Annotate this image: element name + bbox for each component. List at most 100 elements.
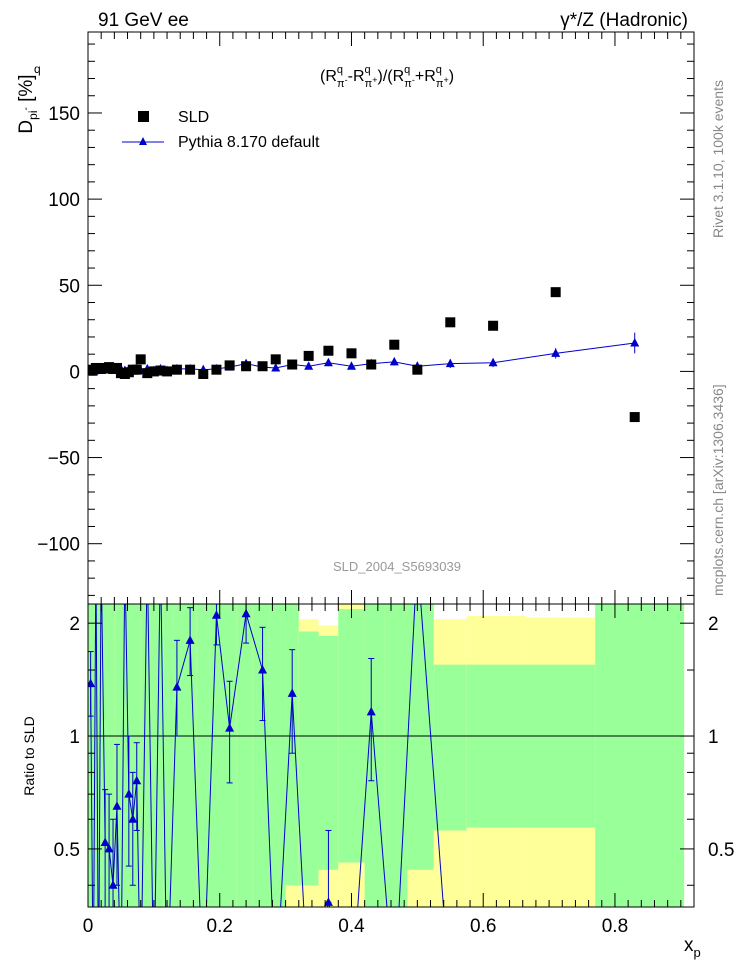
pythia-point: [389, 356, 399, 366]
sld-point: [346, 348, 357, 359]
sld-point: [142, 368, 153, 379]
sld-point: [270, 354, 281, 365]
main-panel: −100 −50 0 50 100 150: [37, 31, 695, 605]
ratio-point: [225, 723, 235, 732]
uncertainty-band-green: [526, 664, 596, 828]
uncertainty-band-green: [595, 604, 685, 907]
uncertainty-band-green: [466, 664, 527, 828]
legend: SLD Pythia 8.170 default: [122, 109, 320, 151]
ratio-point: [258, 665, 268, 674]
sld-point: [323, 345, 334, 356]
ratio-point: [108, 880, 118, 889]
svg-text:Dpi- [%]: Dpi- [%]: [16, 74, 40, 133]
y-tick-label: −50: [48, 449, 80, 470]
ratio-xlabel: xp: [684, 935, 701, 960]
uncertainty-band-green: [173, 604, 184, 907]
mcplots-label: mcplots.cern.ch [arXiv:1306.3436]: [710, 384, 726, 596]
ratio-point: [128, 814, 138, 823]
ratio-point: [287, 688, 297, 697]
rivet-label: Rivet 3.1.10, 100k events: [710, 80, 726, 238]
ratio-y-tick-label: 1: [69, 727, 80, 748]
ratio-y-tick-label-right: 2: [708, 614, 719, 635]
ratio-point: [132, 775, 142, 785]
sld-point: [389, 339, 400, 350]
x-tick-label: 0.6: [470, 916, 496, 937]
svg-text:(Rqπ--Rqπ+)/(Rqπ-+Rqπ+): (Rq π--Rq π+)/(Rq π-+Rq π+): [320, 64, 454, 90]
sld-point: [412, 364, 423, 375]
ratio-ylabel: Ratio to SLD: [21, 716, 37, 795]
sld-point: [155, 365, 166, 376]
legend-pythia-label: Pythia 8.170 default: [178, 134, 320, 151]
sld-point: [111, 362, 122, 373]
pythia-point: [630, 337, 640, 347]
uncertainty-band-green: [114, 604, 128, 907]
uncertainty-band-green: [196, 604, 210, 907]
ratio-point: [241, 608, 251, 618]
uncertainty-band-green: [183, 604, 197, 907]
uncertainty-band-green: [433, 664, 467, 831]
pythia-point: [488, 357, 498, 367]
svg-text:xp: xp: [684, 935, 701, 960]
pythia-point: [304, 361, 314, 370]
ratio-point: [112, 801, 122, 810]
ratio-point: [104, 843, 114, 853]
uncertainty-band-green: [318, 635, 339, 870]
ratio-y-tick-label: 0.5: [54, 840, 80, 861]
uncertainty-band-green: [163, 604, 174, 907]
ratio-point: [88, 678, 96, 688]
main-ylabel-q: q: [34, 62, 41, 76]
sld-point: [135, 354, 146, 365]
x-tick-label: 0.4: [338, 916, 365, 937]
uncertainty-band-green: [384, 604, 408, 907]
x-tick-label: 0.2: [207, 916, 233, 937]
uncertainty-band-green: [269, 604, 286, 907]
sld-point: [629, 412, 640, 423]
pythia-point: [551, 348, 561, 357]
sld-point: [185, 364, 196, 375]
ratio-y-tick-label-right: 1: [708, 727, 719, 748]
pythia-point: [271, 362, 281, 372]
sld-point: [550, 287, 561, 298]
sld-point: [445, 317, 456, 328]
uncertainty-band-green: [101, 604, 115, 907]
ratio-point: [100, 837, 110, 847]
uncertainty-band-green: [236, 604, 253, 907]
sld-point: [257, 361, 268, 372]
ratio-point: [211, 610, 221, 619]
ratio-line: [90, 604, 444, 907]
sld-point: [303, 350, 314, 361]
y-tick-label: −100: [37, 535, 80, 556]
sld-point: [162, 366, 173, 377]
uncertainty-band-green: [94, 604, 102, 907]
uncertainty-band-green: [407, 604, 434, 870]
uncertainty-band-green: [298, 631, 319, 886]
main-title: (Rq π--Rq π+)/(Rq π-+Rq π+): [320, 64, 454, 90]
y-tick-label: 100: [48, 190, 80, 211]
sld-point: [171, 364, 182, 375]
watermark: SLD_2004_S5693039: [333, 559, 461, 574]
header-left: 91 GeV ee: [98, 10, 189, 31]
ratio-point: [323, 897, 333, 906]
pythia-point: [323, 357, 333, 367]
pythia-point: [346, 361, 356, 370]
uncertainty-band-green: [209, 604, 224, 907]
legend-sld-label: SLD: [178, 109, 209, 126]
y-tick-label: 50: [59, 276, 80, 297]
y-tick-label: 150: [48, 104, 80, 125]
sld-point: [211, 364, 222, 375]
ratio-y-tick-label: 2: [69, 614, 80, 635]
uncertainty-band-green: [127, 604, 141, 907]
ratio-point: [185, 635, 195, 644]
ratio-point: [366, 706, 376, 716]
legend-sld-marker: [138, 111, 149, 122]
x-tick-label: 0: [83, 916, 94, 937]
x-tick-label: 0.8: [602, 916, 628, 937]
sld-point: [287, 359, 298, 370]
uncertainty-band-green: [252, 604, 270, 907]
sld-point: [148, 366, 159, 377]
sld-point: [488, 320, 499, 331]
sld-point: [131, 364, 142, 375]
ratio-panel: 0.5 0.5 1 1 2 2 0 0.2 0.4 0.6 0.8: [54, 603, 734, 937]
sld-point: [241, 361, 252, 372]
